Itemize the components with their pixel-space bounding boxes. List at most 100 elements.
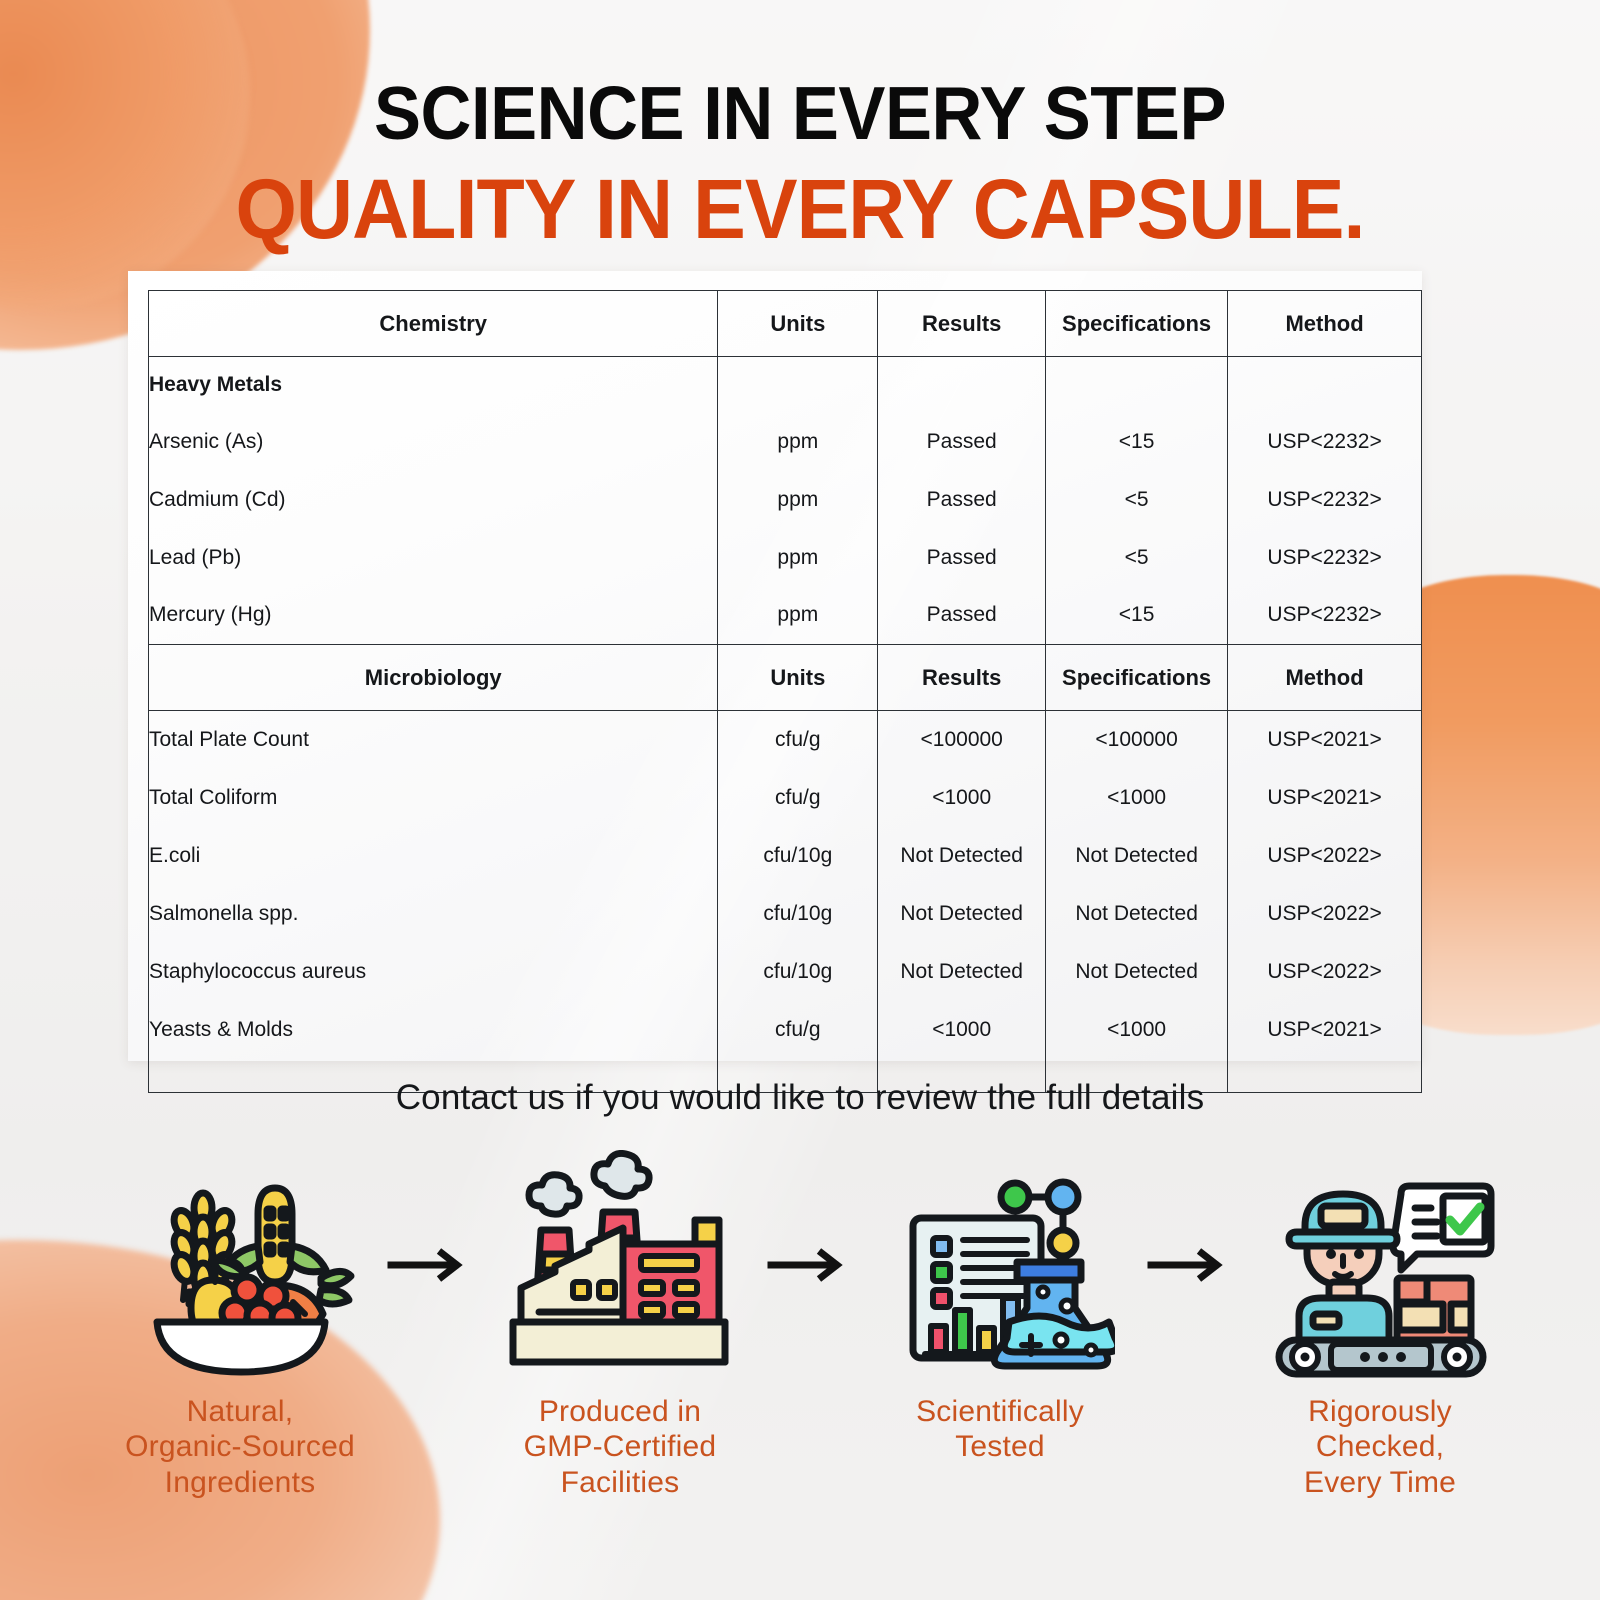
- step-label: Rigorously Checked, Every Time: [1250, 1394, 1510, 1500]
- group-label-text: Heavy Metals: [147, 356, 719, 413]
- table-row: Cadmium (Cd) ppm Passed <5 USP<2232>: [147, 470, 1422, 529]
- headline-line-1: SCIENCE IN EVERY STEP: [373, 71, 1227, 155]
- cell-method: USP<2022>: [1227, 826, 1422, 885]
- step-label-line: Organic-Sourced: [125, 1430, 355, 1464]
- cell-method: USP<2021>: [1227, 710, 1422, 769]
- contact-note: Contact us if you would like to review t…: [395, 1078, 1205, 1117]
- cell-specifications: Not Detected: [1045, 884, 1229, 943]
- cell-analyte: Staphylococcus aureus: [147, 942, 719, 1001]
- cell-method: USP<2232>: [1227, 586, 1422, 645]
- step-label-line: Tested: [955, 1430, 1045, 1464]
- cell-specifications: <5: [1045, 528, 1229, 587]
- cell-specifications: <15: [1045, 412, 1229, 471]
- cell-analyte: Lead (Pb): [147, 528, 719, 587]
- table-row: Mercury (Hg) ppm Passed <15 USP<2232>: [147, 586, 1422, 645]
- cell-analyte: Total Plate Count: [147, 710, 719, 769]
- table-section-header-microbiology: Microbiology Units Results Specification…: [147, 644, 1422, 711]
- column-header-specifications: Specifications: [1045, 644, 1229, 711]
- cell-units: ppm: [717, 470, 879, 529]
- column-header-specifications: Specifications: [1045, 290, 1229, 357]
- step-scientifically-tested: Scientifically Tested: [870, 1150, 1130, 1465]
- cell-analyte: E.coli: [147, 826, 719, 885]
- table-row: Staphylococcus aureus cfu/10g Not Detect…: [147, 942, 1422, 1001]
- step-natural-ingredients: Natural, Organic-Sourced Ingredients: [110, 1150, 370, 1500]
- step-rigorously-checked: Rigorously Checked, Every Time: [1250, 1150, 1510, 1500]
- fruit-bowl-icon: [125, 1150, 355, 1380]
- step-label: Natural, Organic-Sourced Ingredients: [125, 1394, 355, 1500]
- table-row: Arsenic (As) ppm Passed <15 USP<2232>: [147, 412, 1422, 471]
- table-row: Salmonella spp. cfu/10g Not Detected Not…: [147, 884, 1422, 943]
- column-header-microbiology: Microbiology: [147, 644, 719, 711]
- cell-method: USP<2022>: [1227, 884, 1422, 943]
- cell-results: <1000: [877, 1000, 1047, 1059]
- cell-units: cfu/10g: [717, 942, 879, 1001]
- step-label-line: Ingredients: [164, 1465, 316, 1499]
- column-header-results: Results: [877, 644, 1047, 711]
- process-steps-row: Natural, Organic-Sourced Ingredients: [110, 1150, 1510, 1500]
- cell-method: USP<2232>: [1227, 470, 1422, 529]
- step-label-line: Facilities: [560, 1465, 680, 1499]
- cell-units: cfu/10g: [717, 884, 879, 943]
- cell-method: USP<2232>: [1227, 412, 1422, 471]
- certificate-of-analysis-table: Chemistry Units Results Specifications M…: [147, 290, 1422, 1093]
- step-label-line: Scientifically: [916, 1395, 1084, 1428]
- arrow-right-icon: [767, 1150, 853, 1380]
- cell-results: <100000: [877, 710, 1047, 769]
- cell-results: Passed: [877, 528, 1047, 587]
- cell-specifications: <15: [1045, 586, 1229, 645]
- table-row: Yeasts & Molds cfu/g <1000 <1000 USP<202…: [147, 1000, 1422, 1059]
- cell-specifications: <1000: [1045, 768, 1229, 827]
- step-gmp-facility: Produced in GMP-Certified Facilities: [490, 1150, 750, 1500]
- cell-method: USP<2232>: [1227, 528, 1422, 587]
- column-header-chemistry: Chemistry: [147, 290, 719, 357]
- cell-analyte: Total Coliform: [147, 768, 719, 827]
- cell-specifications: <1000: [1045, 1000, 1229, 1059]
- column-header-units: Units: [717, 644, 879, 711]
- cell-units: cfu/g: [717, 768, 879, 827]
- cell-analyte: Arsenic (As): [147, 412, 719, 471]
- table-row: Total Coliform cfu/g <1000 <1000 USP<202…: [147, 768, 1422, 827]
- cell-units: ppm: [717, 528, 879, 587]
- empty-cell: [717, 356, 879, 413]
- table-row: E.coli cfu/10g Not Detected Not Detected…: [147, 826, 1422, 885]
- factory-icon: [505, 1150, 735, 1380]
- cell-specifications: Not Detected: [1045, 826, 1229, 885]
- empty-cell: [1045, 356, 1229, 413]
- cell-specifications: <100000: [1045, 710, 1229, 769]
- cell-results: Passed: [877, 586, 1047, 645]
- cell-units: cfu/g: [717, 710, 879, 769]
- cell-units: ppm: [717, 412, 879, 471]
- cell-units: cfu/10g: [717, 826, 879, 885]
- cell-units: ppm: [717, 586, 879, 645]
- cell-results: Not Detected: [877, 826, 1047, 885]
- column-header-units: Units: [717, 290, 879, 357]
- headline-block: SCIENCE IN EVERY STEP QUALITY IN EVERY C…: [0, 0, 1600, 256]
- table-row: Total Plate Count cfu/g <100000 <100000 …: [147, 710, 1422, 769]
- step-label-line: Every Time: [1303, 1465, 1457, 1499]
- cell-method: USP<2021>: [1227, 1000, 1422, 1059]
- cell-analyte: Cadmium (Cd): [147, 470, 719, 529]
- cell-units: cfu/g: [717, 1000, 879, 1059]
- quality-inspector-conveyor-icon: [1265, 1150, 1495, 1380]
- cell-method: USP<2022>: [1227, 942, 1422, 1001]
- empty-cell: [877, 356, 1047, 413]
- cell-results: Not Detected: [877, 884, 1047, 943]
- table-row: Lead (Pb) ppm Passed <5 USP<2232>: [147, 528, 1422, 587]
- cell-results: Passed: [877, 470, 1047, 529]
- cell-specifications: Not Detected: [1045, 942, 1229, 1001]
- headline-line-2: QUALITY IN EVERY CAPSULE.: [235, 162, 1366, 256]
- step-label-line: Produced in: [538, 1395, 702, 1428]
- cell-specifications: <5: [1045, 470, 1229, 529]
- lab-report-flask-icon: [885, 1150, 1122, 1380]
- cell-analyte: Salmonella spp.: [147, 884, 719, 943]
- cell-results: Not Detected: [877, 942, 1047, 1001]
- column-header-results: Results: [877, 290, 1047, 357]
- arrow-right-icon: [387, 1150, 473, 1380]
- cell-results: Passed: [877, 412, 1047, 471]
- arrow-right-icon: [1147, 1150, 1233, 1380]
- empty-cell: [1227, 356, 1422, 413]
- column-header-method: Method: [1227, 290, 1422, 357]
- cell-analyte: Yeasts & Molds: [147, 1000, 719, 1059]
- cell-method: USP<2021>: [1227, 768, 1422, 827]
- step-label: Produced in GMP-Certified Facilities: [524, 1394, 717, 1500]
